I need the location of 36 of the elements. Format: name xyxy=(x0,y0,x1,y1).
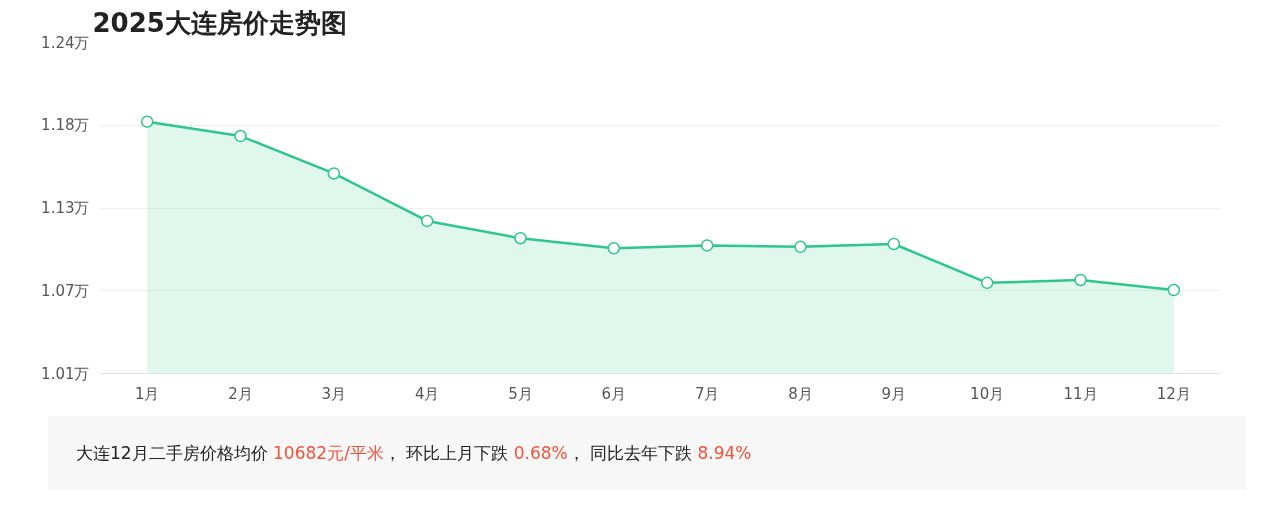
point xyxy=(1167,283,1181,297)
point xyxy=(514,231,527,245)
x-tick-label: 10月 xyxy=(970,384,1005,403)
y-tick-label: 1.07万 xyxy=(41,281,90,300)
point xyxy=(794,240,807,254)
x-tick-label: 2月 xyxy=(228,384,253,403)
text: 大连12月二手房价格均价 xyxy=(76,443,269,463)
point xyxy=(234,129,247,143)
x-tick-label: 3月 xyxy=(321,384,347,403)
y-tick-label: 1.18万 xyxy=(41,116,90,135)
x-tick-label: 12月 xyxy=(1156,384,1191,403)
point xyxy=(140,115,154,128)
x-tick-label: 6月 xyxy=(601,384,627,403)
y-tick-label: 1.01万 xyxy=(41,364,90,383)
point xyxy=(700,239,714,252)
point xyxy=(420,214,434,228)
text: ， 同比去年下跌 xyxy=(567,443,694,463)
x-tick-label: 11月 xyxy=(1063,384,1098,403)
y-tick-label: 1.13万 xyxy=(41,199,90,217)
text: ， 环比上月下跌 xyxy=(383,443,510,463)
text: 10682元/平米 xyxy=(273,443,384,463)
text: 0.68% xyxy=(513,443,568,463)
text: 8.94% xyxy=(697,443,752,463)
x-tick-label: 8月 xyxy=(788,384,813,403)
y-tick-label: 1.24万 xyxy=(41,33,90,52)
x-tick-label: 4月 xyxy=(414,384,440,403)
chart-title: 2025大连房价走势图 xyxy=(92,7,347,38)
point xyxy=(607,242,621,255)
point xyxy=(980,276,994,290)
point xyxy=(887,237,901,251)
x-tick-label: 5月 xyxy=(508,384,533,403)
point xyxy=(327,167,341,180)
point xyxy=(1074,273,1087,287)
x-tick-label: 1月 xyxy=(134,384,160,403)
x-tick-label: 7月 xyxy=(694,384,720,403)
x-tick-label: 9月 xyxy=(881,384,907,403)
